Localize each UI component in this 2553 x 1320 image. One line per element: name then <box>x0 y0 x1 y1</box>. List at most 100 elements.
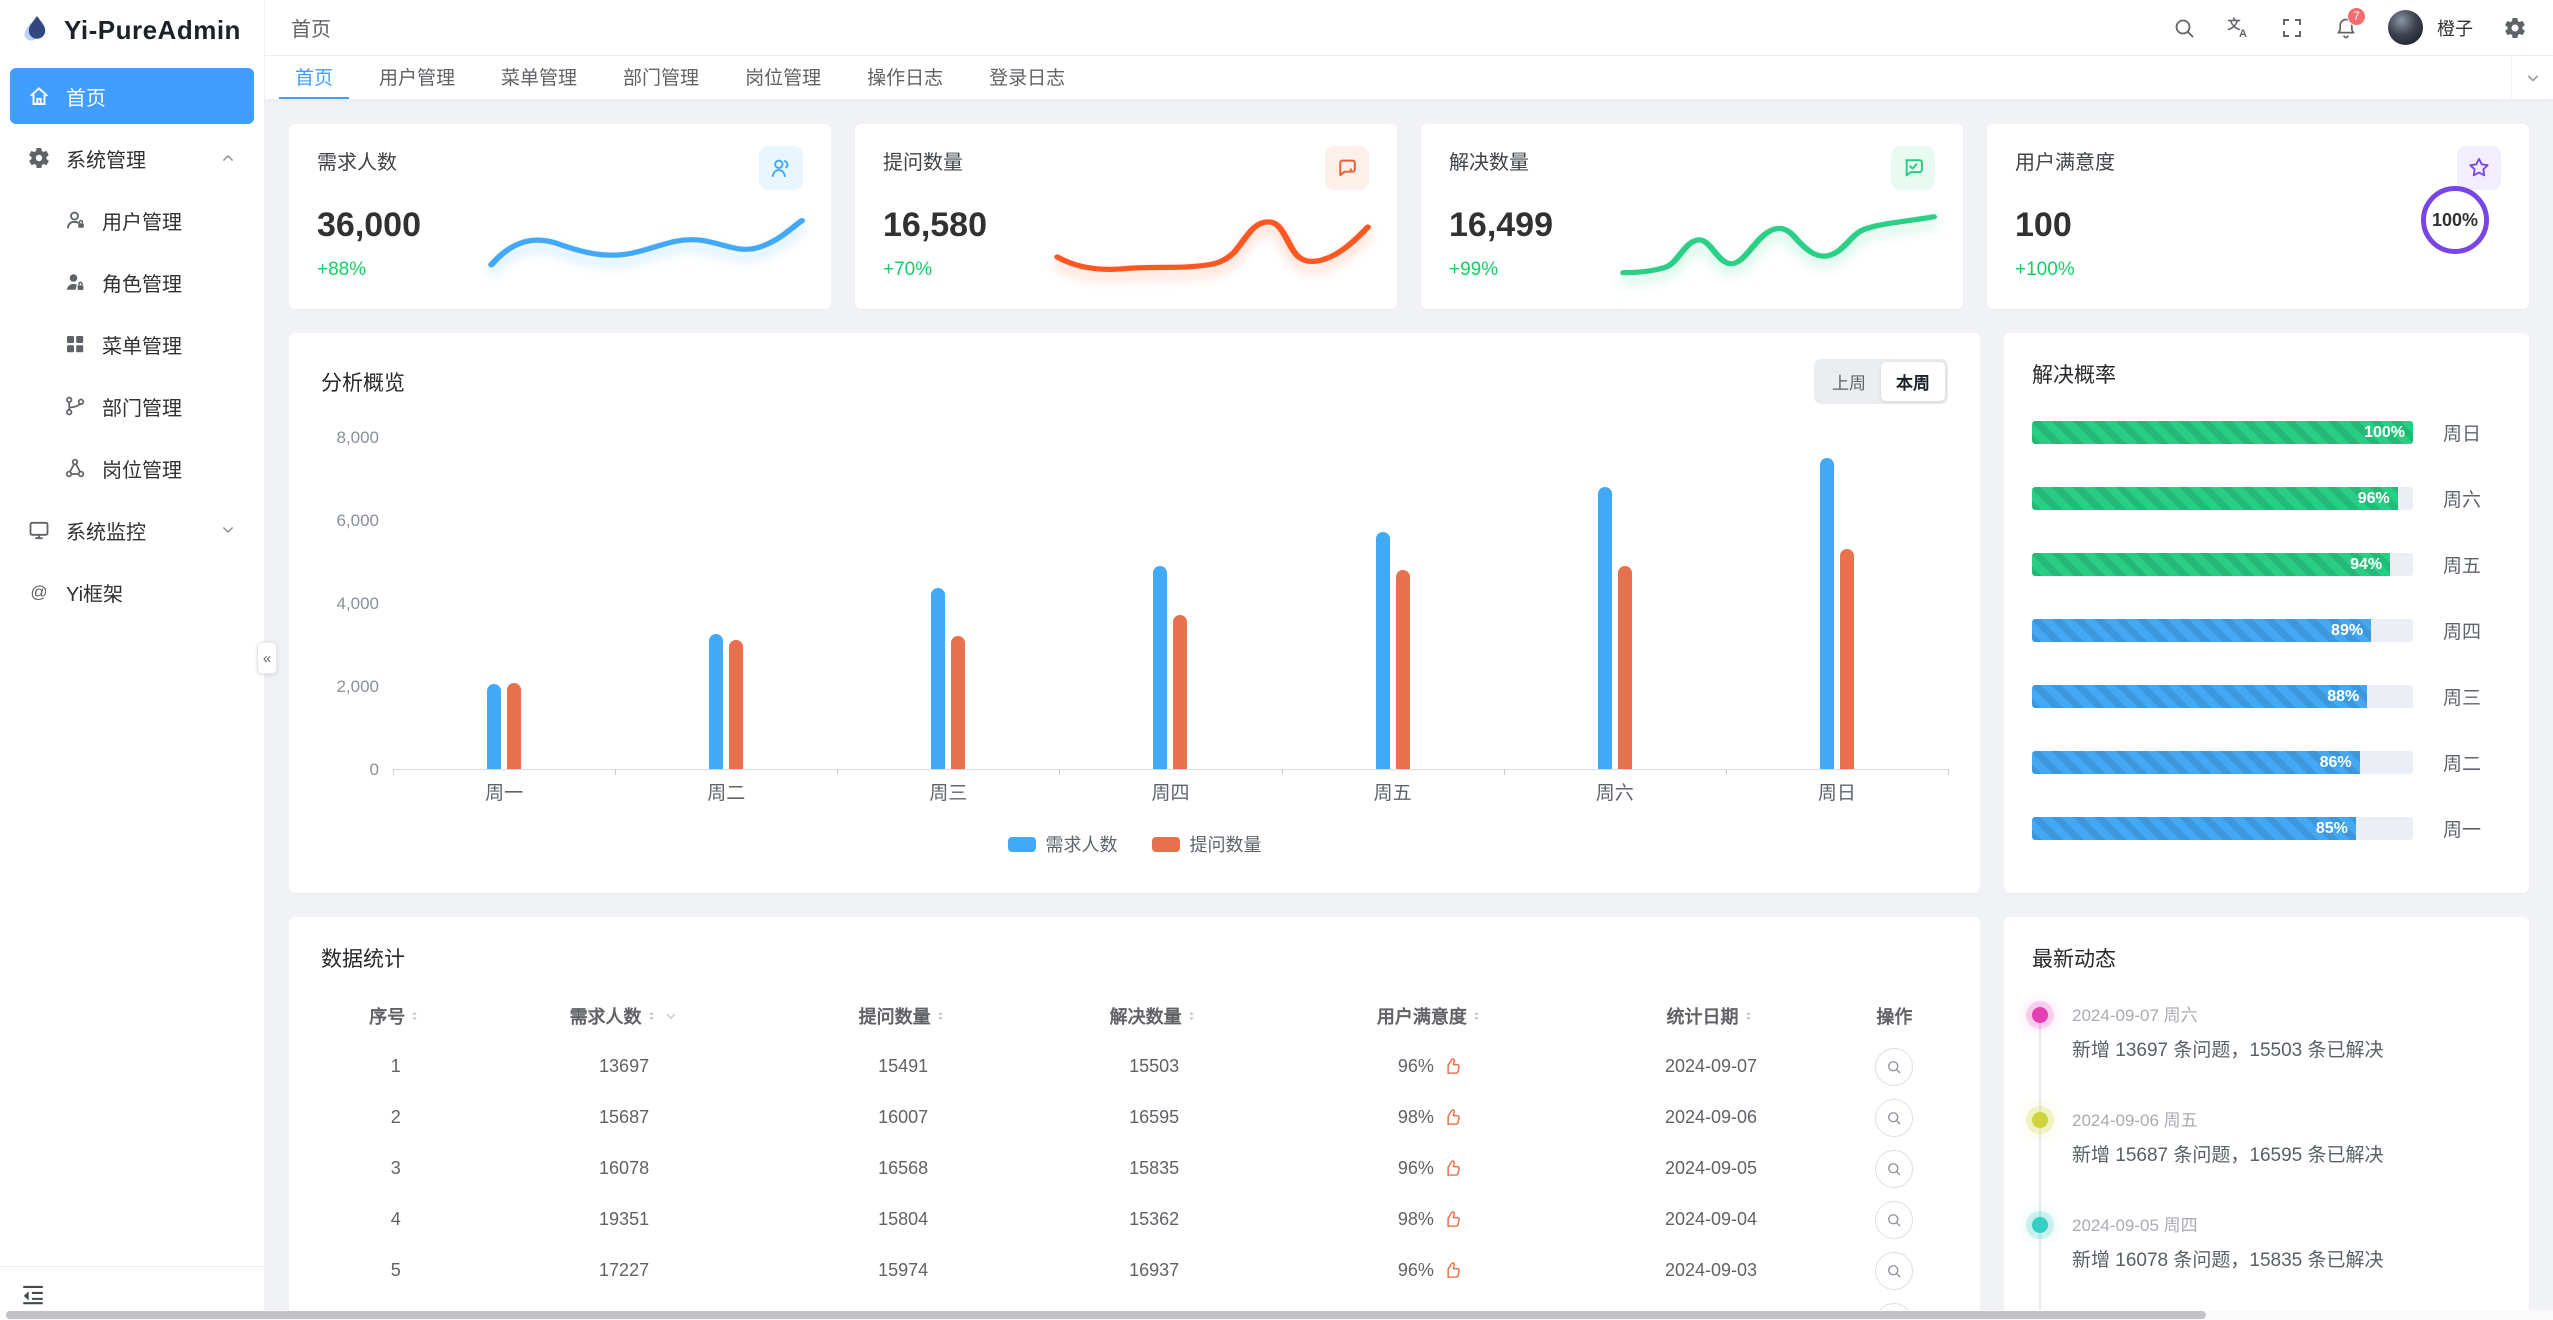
bar-需求人数 <box>1153 566 1168 769</box>
sidebar-item-grid[interactable]: 菜单管理 <box>10 316 254 372</box>
sidebar-item-gear[interactable]: 系统管理 <box>10 130 254 186</box>
breadcrumb[interactable]: 首页 <box>291 19 331 41</box>
progress-track: 94% <box>2032 553 2413 576</box>
tab-首页[interactable]: 首页 <box>279 56 350 99</box>
sidebar-item-at[interactable]: @ Yi框架 <box>10 564 254 620</box>
sort-caret-icon[interactable] <box>1741 1006 1756 1026</box>
cell-solved: 15835 <box>1129 1158 1180 1178</box>
toggle-上周[interactable]: 上周 <box>1832 374 1866 393</box>
toggle-本周[interactable]: 本周 <box>1881 362 1945 401</box>
row-view-button[interactable] <box>1875 1251 1914 1290</box>
filter-chevron-down-icon[interactable] <box>663 1008 679 1024</box>
timeline-item: 2024-09-05 周四 新增 16078 条问题，15835 条已解决 <box>2032 1211 2501 1272</box>
sort-caret-icon[interactable] <box>933 1006 948 1026</box>
sort-caret-icon[interactable] <box>644 1006 659 1026</box>
sidebar-item-post[interactable]: 岗位管理 <box>10 440 254 496</box>
tab-操作日志[interactable]: 操作日志 <box>867 68 944 89</box>
bar-提问数量 <box>729 640 744 769</box>
sidebar-item-role[interactable]: 角色管理 <box>10 254 254 310</box>
sort-caret-icon[interactable] <box>1469 1006 1484 1026</box>
avatar[interactable] <box>2388 10 2423 45</box>
notifications-bell-icon[interactable]: 7 <box>2334 6 2366 40</box>
tab-菜单管理[interactable]: 菜单管理 <box>501 68 578 89</box>
legend-item-需求人数[interactable]: 需求人数 <box>1007 831 1118 857</box>
dept-icon <box>62 393 88 419</box>
cell-satisfaction: 98% <box>1280 1092 1582 1143</box>
row-view-button[interactable] <box>1875 1200 1914 1239</box>
timeline-item: 2024-09-07 周六 新增 13697 条问题，15503 条已解决 <box>2032 1001 2501 1062</box>
svg-text:@: @ <box>30 583 47 602</box>
row-view-button[interactable] <box>1875 1047 1914 1086</box>
tabs-overflow-chevron-down-icon[interactable] <box>2511 56 2553 99</box>
role-icon <box>62 269 88 295</box>
sidebar-item-dept[interactable]: 部门管理 <box>10 378 254 434</box>
x-tick-label: 周日 <box>1817 783 1856 804</box>
bar-group-周六 <box>1504 438 1726 769</box>
cell-solved: 16595 <box>1129 1107 1180 1127</box>
monitor-icon <box>26 517 52 543</box>
sidebar-item-home[interactable]: 首页 <box>10 68 254 124</box>
legend-label: 提问数量 <box>1189 835 1262 855</box>
row-view-button[interactable] <box>1875 1098 1914 1137</box>
column-header-统计日期[interactable]: 统计日期 <box>1581 991 1841 1041</box>
row-view-button[interactable] <box>1875 1149 1914 1188</box>
username[interactable]: 橙子 <box>2437 18 2473 39</box>
tab-部门管理[interactable]: 部门管理 <box>623 68 700 89</box>
fullscreen-icon[interactable] <box>2280 16 2304 40</box>
column-header-提问数量[interactable]: 提问数量 <box>778 991 1029 1041</box>
search-icon[interactable] <box>2172 16 2196 40</box>
x-axis-tick <box>1503 769 1505 775</box>
collapse-sidebar-icon[interactable] <box>20 1281 46 1307</box>
column-header-解决数量[interactable]: 解决数量 <box>1029 991 1280 1041</box>
progress-day-label: 周六 <box>2443 490 2482 511</box>
timeline-date: 2024-09-05 周四 <box>2072 1216 2198 1235</box>
analysis-overview-card: 分析概览 上周 本周 0 2,000 4,000 6,000 8,000 周一 周二 周三 周四… <box>289 333 1980 893</box>
sidebar-collapse-handle[interactable]: « <box>257 642 277 674</box>
stat-card-title: 提问数量 <box>883 152 963 174</box>
progress-fill: 88% <box>2032 685 2368 708</box>
thumb-up-icon <box>1442 1209 1463 1230</box>
tab-岗位管理[interactable]: 岗位管理 <box>745 68 822 89</box>
solve-progress-list: 100% 周日 96% 周六 94% 周五 89% 周四 88% 周三 86% 周二 85% 周一 <box>2032 419 2501 842</box>
sidebar-item-label: 部门管理 <box>102 397 182 420</box>
sort-caret-icon[interactable] <box>1184 1006 1199 1026</box>
chart-plot-area <box>393 438 1949 775</box>
legend-swatch <box>1007 836 1036 852</box>
progress-fill: 85% <box>2032 817 2356 840</box>
sidebar-item-user[interactable]: 用户管理 <box>10 192 254 248</box>
timeline-text: 新增 15687 条问题，16595 条已解决 <box>2072 1145 2384 1166</box>
x-tick-label: 周四 <box>1151 783 1190 804</box>
stat-card-title: 用户满意度 <box>2015 152 2115 174</box>
sort-caret-icon[interactable] <box>407 1006 422 1026</box>
cell-date: 2024-09-06 <box>1664 1107 1758 1127</box>
data-statistics-card: 数据统计 序号 需求人数 提问数量 解决数量 用户满意度 统计日期 操作 1 13697 154… <box>289 917 1980 1320</box>
horizontal-scrollbar[interactable] <box>0 1310 2553 1320</box>
horizontal-scrollbar-thumb[interactable] <box>6 1311 2206 1319</box>
timeline-dot <box>2032 1217 2048 1233</box>
bar-chart: 0 2,000 4,000 6,000 8,000 <box>321 428 1949 779</box>
tab-用户管理[interactable]: 用户管理 <box>379 68 456 89</box>
table-header-row: 序号 需求人数 提问数量 解决数量 用户满意度 统计日期 操作 <box>321 991 1948 1041</box>
column-header-用户满意度[interactable]: 用户满意度 <box>1280 991 1582 1041</box>
sidebar-item-monitor[interactable]: 系统监控 <box>10 502 254 558</box>
cell-question: 15804 <box>878 1209 929 1229</box>
tab-登录日志[interactable]: 登录日志 <box>989 68 1066 89</box>
progress-percent: 85% <box>2315 819 2348 837</box>
stat-card-delta: +99% <box>1449 259 1499 280</box>
column-header-序号[interactable]: 序号 <box>321 991 470 1041</box>
y-tick-label: 8,000 <box>336 428 379 447</box>
content-area: 需求人数 36,000 +88% 提问数量 16,580 +70% 解决数量 16,499 +9… <box>265 100 2553 1320</box>
chart-y-axis: 0 2,000 4,000 6,000 8,000 <box>321 428 393 779</box>
cell-satisfaction: 96% <box>1280 1245 1582 1296</box>
bar-提问数量 <box>1617 566 1632 769</box>
settings-gear-icon[interactable] <box>2503 16 2527 40</box>
chevron-down-icon <box>218 520 238 540</box>
logo[interactable]: Yi-PureAdmin <box>0 0 264 60</box>
legend-item-提问数量[interactable]: 提问数量 <box>1151 831 1262 857</box>
x-tick-label: 周五 <box>1373 783 1412 804</box>
svg-text:文: 文 <box>2227 17 2241 32</box>
column-header-需求人数[interactable]: 需求人数 <box>470 991 777 1041</box>
stat-card-title: 需求人数 <box>317 152 397 174</box>
